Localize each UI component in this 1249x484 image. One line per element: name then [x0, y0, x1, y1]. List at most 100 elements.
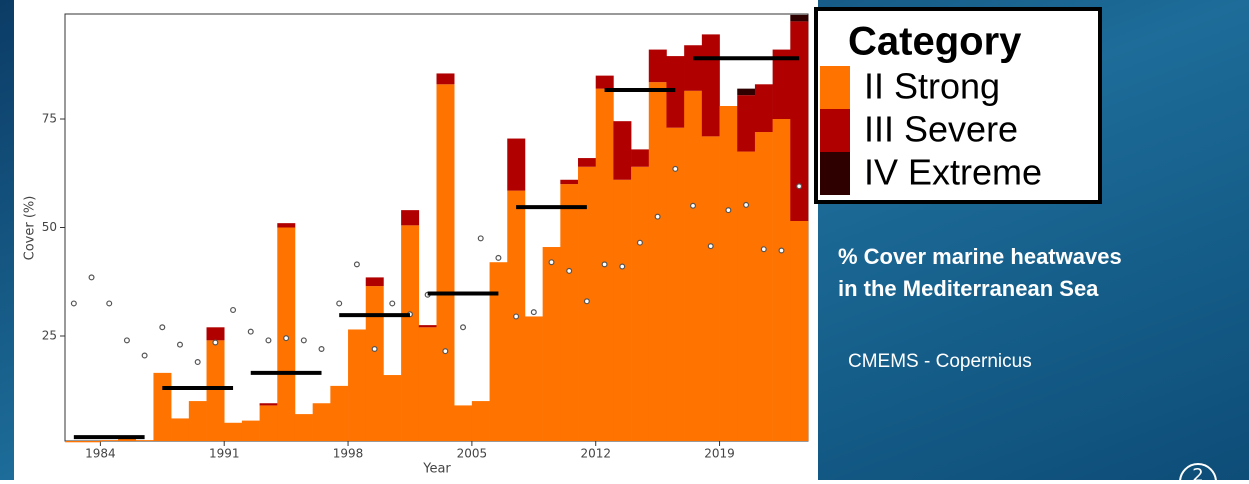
y-tick-label: 75 [42, 112, 57, 126]
point [760, 246, 767, 253]
bar-segment [560, 179, 579, 185]
bar-segment [65, 441, 83, 443]
legend-swatch [820, 152, 850, 195]
heading: in the Mediterranean Sea [838, 276, 1099, 301]
bar-segment [312, 403, 331, 441]
bar-segment [171, 418, 190, 441]
bar-segment [684, 90, 703, 442]
bar-segment [648, 82, 667, 442]
bar-segment [560, 184, 579, 441]
bar-segment [294, 414, 313, 441]
bar-segment [754, 132, 773, 441]
bar-segment [790, 14, 809, 22]
point [654, 213, 661, 220]
point [336, 300, 343, 307]
y-axis-label: Cover (%) [23, 196, 38, 261]
point [672, 165, 679, 172]
bar-segment [737, 95, 756, 152]
bar-segment [348, 329, 367, 441]
bar-segment [631, 166, 650, 441]
point [318, 346, 325, 353]
bar-segment [259, 403, 278, 406]
bar-segment [666, 127, 685, 442]
bar-segment [754, 84, 773, 133]
x-tick-label: 1984 [85, 447, 116, 461]
bar-segment [489, 262, 508, 441]
point [230, 306, 237, 313]
y-tick-label: 25 [42, 328, 57, 342]
bar-segment [701, 136, 720, 441]
bar-segment [631, 149, 650, 167]
bar-segment [206, 340, 225, 441]
legend-label: IV Extreme [864, 152, 1042, 193]
x-tick-label: 1998 [333, 447, 364, 461]
x-tick-label: 2012 [580, 447, 611, 461]
point [583, 298, 590, 305]
bar-segment [701, 34, 720, 137]
bar-segment [772, 49, 791, 120]
point [495, 254, 502, 261]
bar-segment [737, 151, 756, 442]
point [725, 207, 732, 214]
bar-segment [471, 401, 490, 441]
bar-segment [436, 84, 455, 442]
point [141, 352, 148, 359]
x-tick-label: 2005 [457, 447, 488, 461]
y-tick-label: 50 [42, 220, 57, 234]
bar-segment [578, 158, 597, 167]
bar-segment [418, 327, 437, 441]
legend-title: Category [848, 20, 1022, 64]
bar-segment [595, 75, 614, 89]
point [123, 337, 130, 344]
bar-segment [401, 225, 420, 441]
bar-segment [82, 441, 101, 443]
point [548, 259, 555, 266]
bar-segment [365, 286, 384, 441]
point [442, 348, 449, 355]
legend-swatch [820, 66, 850, 109]
bar-segment [259, 405, 278, 441]
bar-segment [737, 88, 756, 96]
point [371, 346, 378, 353]
point [194, 359, 201, 366]
bar-segment [365, 277, 384, 287]
legend-label: III Severe [864, 109, 1018, 150]
x-tick-label: 2019 [704, 447, 735, 461]
bar-segment [524, 316, 543, 441]
point [707, 243, 714, 250]
legend-swatch [820, 109, 850, 152]
bar-segment [277, 223, 296, 228]
bar-segment [790, 21, 809, 221]
point [619, 263, 626, 270]
legend-label: II Strong [864, 66, 1000, 107]
point [601, 261, 608, 268]
point [460, 324, 467, 331]
bar-segment [401, 210, 420, 226]
source: CMEMS - Copernicus [848, 351, 1032, 372]
bar-segment [666, 56, 685, 128]
bar-segment [613, 121, 632, 180]
bar-segment [153, 372, 172, 441]
bar-segment [436, 73, 455, 85]
point [247, 328, 254, 335]
bar-segment [648, 49, 667, 83]
point [283, 335, 290, 342]
bar-segment [542, 247, 561, 441]
bar-segment [135, 440, 154, 441]
point [743, 201, 750, 208]
point [636, 239, 643, 246]
point [176, 341, 183, 348]
bar-segment [613, 179, 632, 441]
bar-segment [241, 420, 260, 441]
point [477, 235, 484, 242]
point [513, 313, 520, 320]
legend-box [814, 7, 1102, 204]
bar-segment [684, 45, 703, 91]
page-number: 2 [1192, 465, 1203, 480]
point [778, 247, 785, 254]
point [106, 300, 113, 307]
bar-segment [277, 227, 296, 441]
bar-segment [790, 220, 809, 441]
